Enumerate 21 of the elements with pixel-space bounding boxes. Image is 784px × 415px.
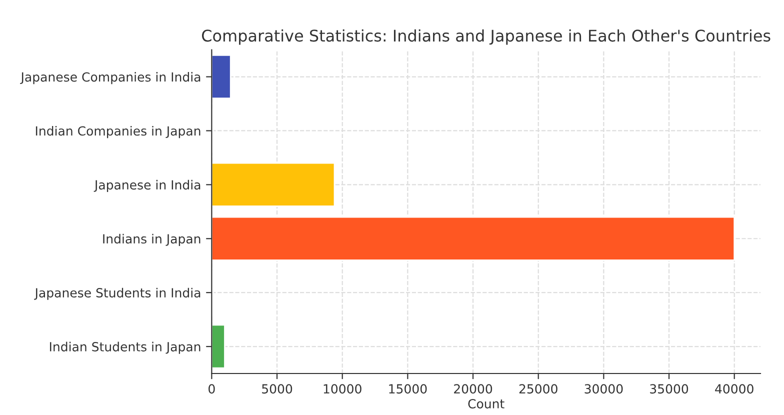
x-tick-label: 30000 — [584, 384, 623, 394]
bar — [212, 324, 226, 369]
x-tick-label: 35000 — [650, 384, 688, 394]
bar — [212, 216, 736, 261]
x-axis-title: Count — [468, 399, 504, 408]
y-tick-label: Indian Companies in Japan — [36, 126, 200, 138]
x-tick-label: 5000 — [262, 384, 292, 394]
y-tick-label: Japanese in India — [94, 180, 200, 192]
y-tick-label: Indians in Japan — [103, 234, 200, 246]
bar — [212, 162, 336, 207]
chart-title: Comparative Statistics: Indians and Japanese in Each Other's Countries — [202, 29, 770, 45]
y-tick-label: Indian Students in Japan — [50, 342, 200, 354]
x-tick-label: 10000 — [324, 384, 362, 394]
x-tick-label: 0 — [208, 384, 215, 394]
x-tick-label: 25000 — [519, 384, 558, 394]
x-tick-label: 20000 — [454, 384, 492, 394]
bar — [212, 54, 232, 100]
y-tick-label: Japanese Students in India — [34, 288, 200, 300]
x-tick-label: 40000 — [715, 384, 754, 394]
x-tick-label: 15000 — [389, 384, 427, 394]
y-tick-label: Japanese Companies in India — [20, 72, 200, 84]
